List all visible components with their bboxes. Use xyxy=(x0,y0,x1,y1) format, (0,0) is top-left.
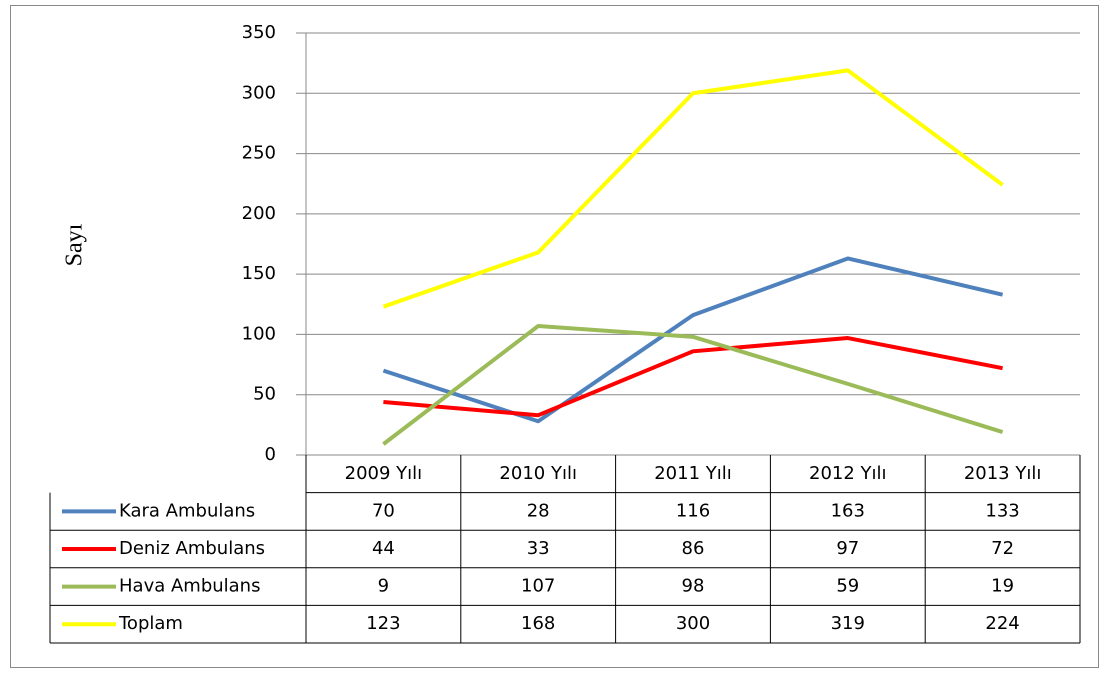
x-tick-label: 2012 Yılı xyxy=(809,463,887,484)
table-value: 28 xyxy=(527,500,550,521)
legend-label: Deniz Ambulans xyxy=(119,538,265,559)
table-value: 72 xyxy=(991,538,1014,559)
y-tick-label: 250 xyxy=(242,143,276,164)
y-tick-label: 0 xyxy=(265,444,276,465)
table-value: 133 xyxy=(985,500,1019,521)
table-value: 33 xyxy=(527,538,550,559)
y-tick-label: 150 xyxy=(242,263,276,284)
x-tick-label: 2009 Yılı xyxy=(345,463,423,484)
table-value: 59 xyxy=(836,576,859,597)
table-value: 300 xyxy=(676,613,710,634)
x-tick-label: 2013 Yılı xyxy=(964,463,1042,484)
table-value: 168 xyxy=(521,613,555,634)
legend-label: Toplam xyxy=(118,613,183,634)
table-value: 98 xyxy=(682,576,705,597)
table-value: 123 xyxy=(366,613,400,634)
table-value: 107 xyxy=(521,576,555,597)
table-value: 70 xyxy=(372,500,395,521)
legend-label: Hava Ambulans xyxy=(119,576,260,597)
table-value: 86 xyxy=(682,538,705,559)
table-value: 44 xyxy=(372,538,395,559)
y-tick-label: 100 xyxy=(242,323,276,344)
y-tick-label: 50 xyxy=(253,384,276,405)
table-value: 9 xyxy=(378,576,389,597)
series-line xyxy=(382,323,1004,446)
x-tick-label: 2011 Yılı xyxy=(654,463,732,484)
series-line xyxy=(382,256,1004,424)
series-line xyxy=(382,68,1004,309)
y-tick-label: 300 xyxy=(242,82,276,103)
table-value: 319 xyxy=(831,613,865,634)
y-tick-label: 350 xyxy=(242,22,276,43)
table-value: 224 xyxy=(985,613,1019,634)
series-line xyxy=(383,336,1003,418)
x-tick-label: 2010 Yılı xyxy=(499,463,577,484)
table-value: 163 xyxy=(831,500,865,521)
y-tick-label: 200 xyxy=(242,203,276,224)
table-value: 19 xyxy=(991,576,1014,597)
table-value: 97 xyxy=(836,538,859,559)
table-value: 116 xyxy=(676,500,710,521)
legend-label: Kara Ambulans xyxy=(119,500,255,521)
chart-border xyxy=(10,5,1099,668)
y-axis-label: Sayı xyxy=(62,223,88,266)
